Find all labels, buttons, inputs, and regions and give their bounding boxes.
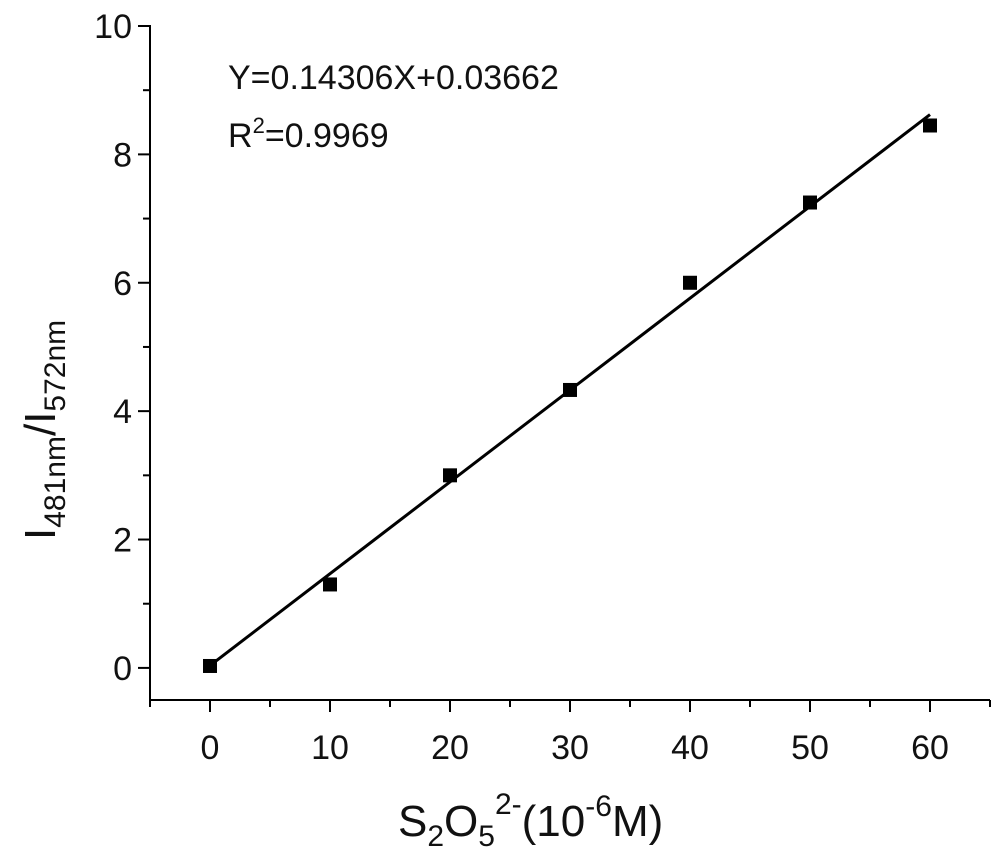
x-title-sub2: 5 <box>478 820 495 853</box>
x-title-end: M) <box>612 797 663 846</box>
x-tick-label: 10 <box>311 729 349 767</box>
x-tick-label: 40 <box>671 729 709 767</box>
x-tick-label: 30 <box>551 729 589 767</box>
y-tick-label: 0 <box>113 650 132 688</box>
y-title-slash: /I <box>16 412 65 436</box>
data-point <box>923 118 937 133</box>
r-squared-value: =0.9969 <box>265 117 389 155</box>
data-point <box>803 195 817 210</box>
y-title-sub2: 572nm <box>39 320 72 412</box>
y-tick-label: 6 <box>113 265 132 303</box>
y-tick-label: 10 <box>94 8 132 46</box>
data-points <box>203 118 937 673</box>
data-point <box>443 468 457 483</box>
y-tick-label: 2 <box>113 522 132 560</box>
y-tick-label: 8 <box>113 136 132 174</box>
data-point <box>683 275 697 290</box>
x-tick-label: 20 <box>431 729 469 767</box>
equation-text: Y=0.14306X+0.03662 <box>228 59 559 97</box>
x-axis-title: S2O52-(10-6M) <box>398 788 663 853</box>
data-point <box>323 577 337 592</box>
x-title-sub1: 2 <box>427 820 444 853</box>
y-tick-label: 4 <box>113 393 132 431</box>
data-point <box>563 382 577 397</box>
tick-marks <box>138 25 991 712</box>
y-title-sub1: 481nm <box>39 436 72 528</box>
r-squared-sup: 2 <box>253 113 265 138</box>
tick-labels: 0 10 20 30 40 50 60 0 2 4 6 8 10 <box>94 8 949 767</box>
x-title-paren: (10 <box>522 797 586 846</box>
r-squared-text: R2=0.9969 <box>228 113 389 155</box>
x-tick-label: 50 <box>791 729 829 767</box>
data-point <box>203 658 217 673</box>
r-squared-base: R <box>228 117 253 155</box>
x-title-o: O <box>444 797 478 846</box>
x-title-sup1: 2- <box>495 788 522 821</box>
x-tick-label: 60 <box>911 729 949 767</box>
x-title-sup2: -6 <box>585 790 612 823</box>
x-title-s: S <box>398 797 427 846</box>
y-axis-title: I481nm/I572nm <box>16 320 72 540</box>
x-tick-label: 0 <box>201 729 220 767</box>
y-title-i1: I <box>16 528 65 540</box>
